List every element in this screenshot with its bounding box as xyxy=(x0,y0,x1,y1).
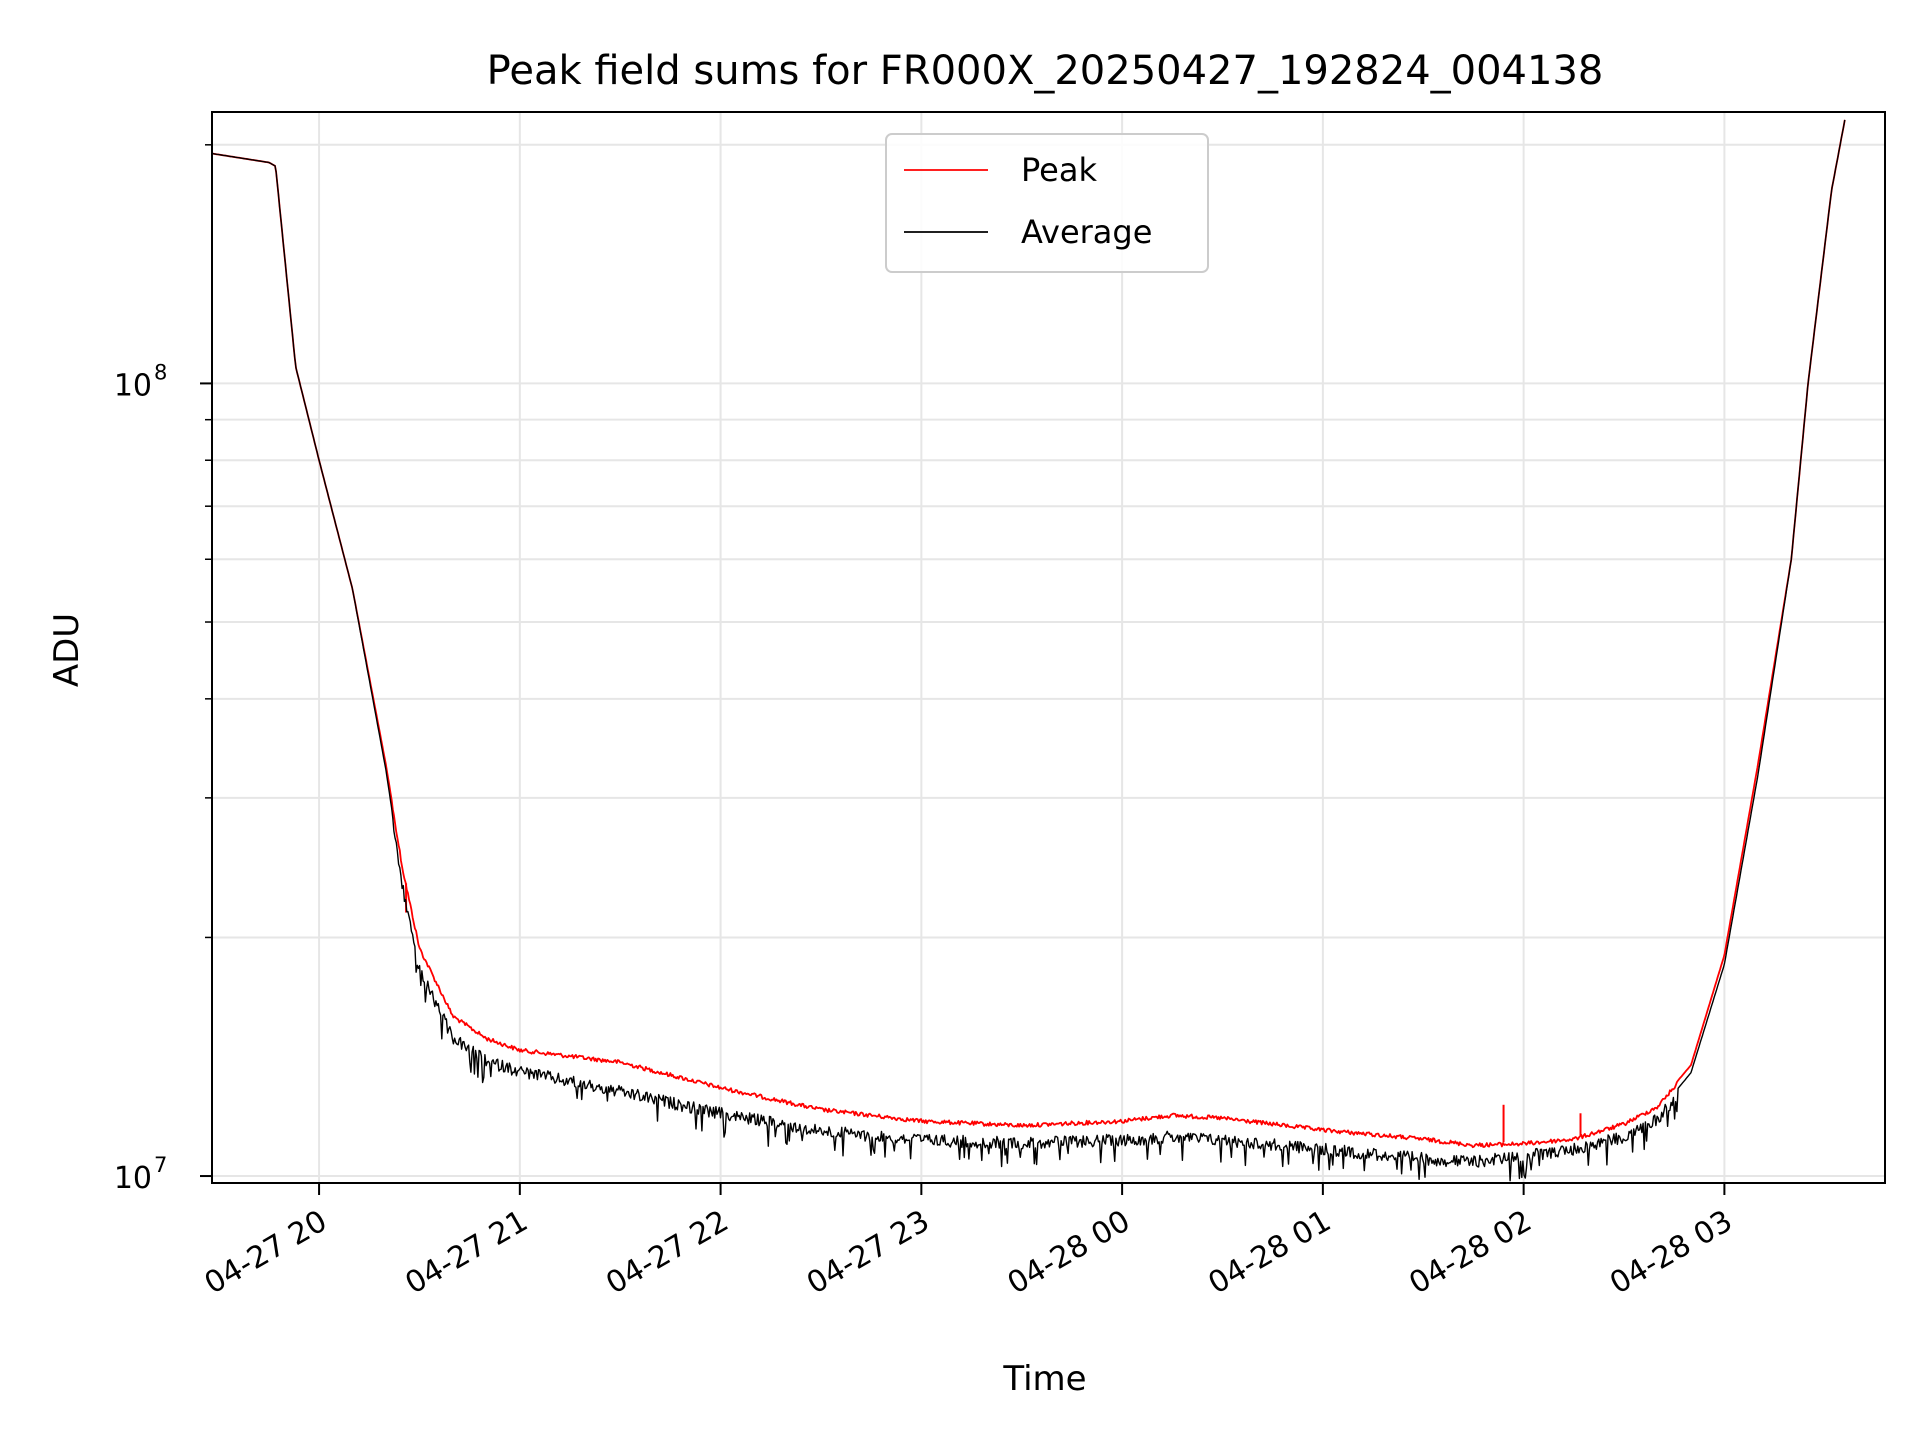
y-tick-base: 10 xyxy=(114,1161,152,1196)
y-tick-base: 10 xyxy=(114,368,152,403)
chart-title: Peak field sums for FR000X_20250427_1928… xyxy=(487,48,1604,94)
y-tick-exponent: 8 xyxy=(154,360,167,384)
plot-frame xyxy=(211,111,1886,1184)
legend: Peak Average xyxy=(885,133,1209,273)
y-tick-exponent: 7 xyxy=(154,1153,167,1177)
plot-area xyxy=(211,111,1886,1184)
legend-label-average: Average xyxy=(1021,213,1152,251)
peak-series-line xyxy=(211,119,1846,1149)
grid-layer xyxy=(212,112,1885,1183)
legend-box xyxy=(885,133,1209,273)
y-axis-label: ADU xyxy=(47,613,87,687)
x-axis-label: Time xyxy=(1002,1359,1086,1399)
y-tick-label: 10 xyxy=(114,1161,152,1196)
y-tick-label: 10 xyxy=(114,368,152,403)
series-layer xyxy=(211,119,1846,1182)
average-series-line xyxy=(211,119,1846,1182)
legend-label-peak: Peak xyxy=(1021,151,1097,189)
